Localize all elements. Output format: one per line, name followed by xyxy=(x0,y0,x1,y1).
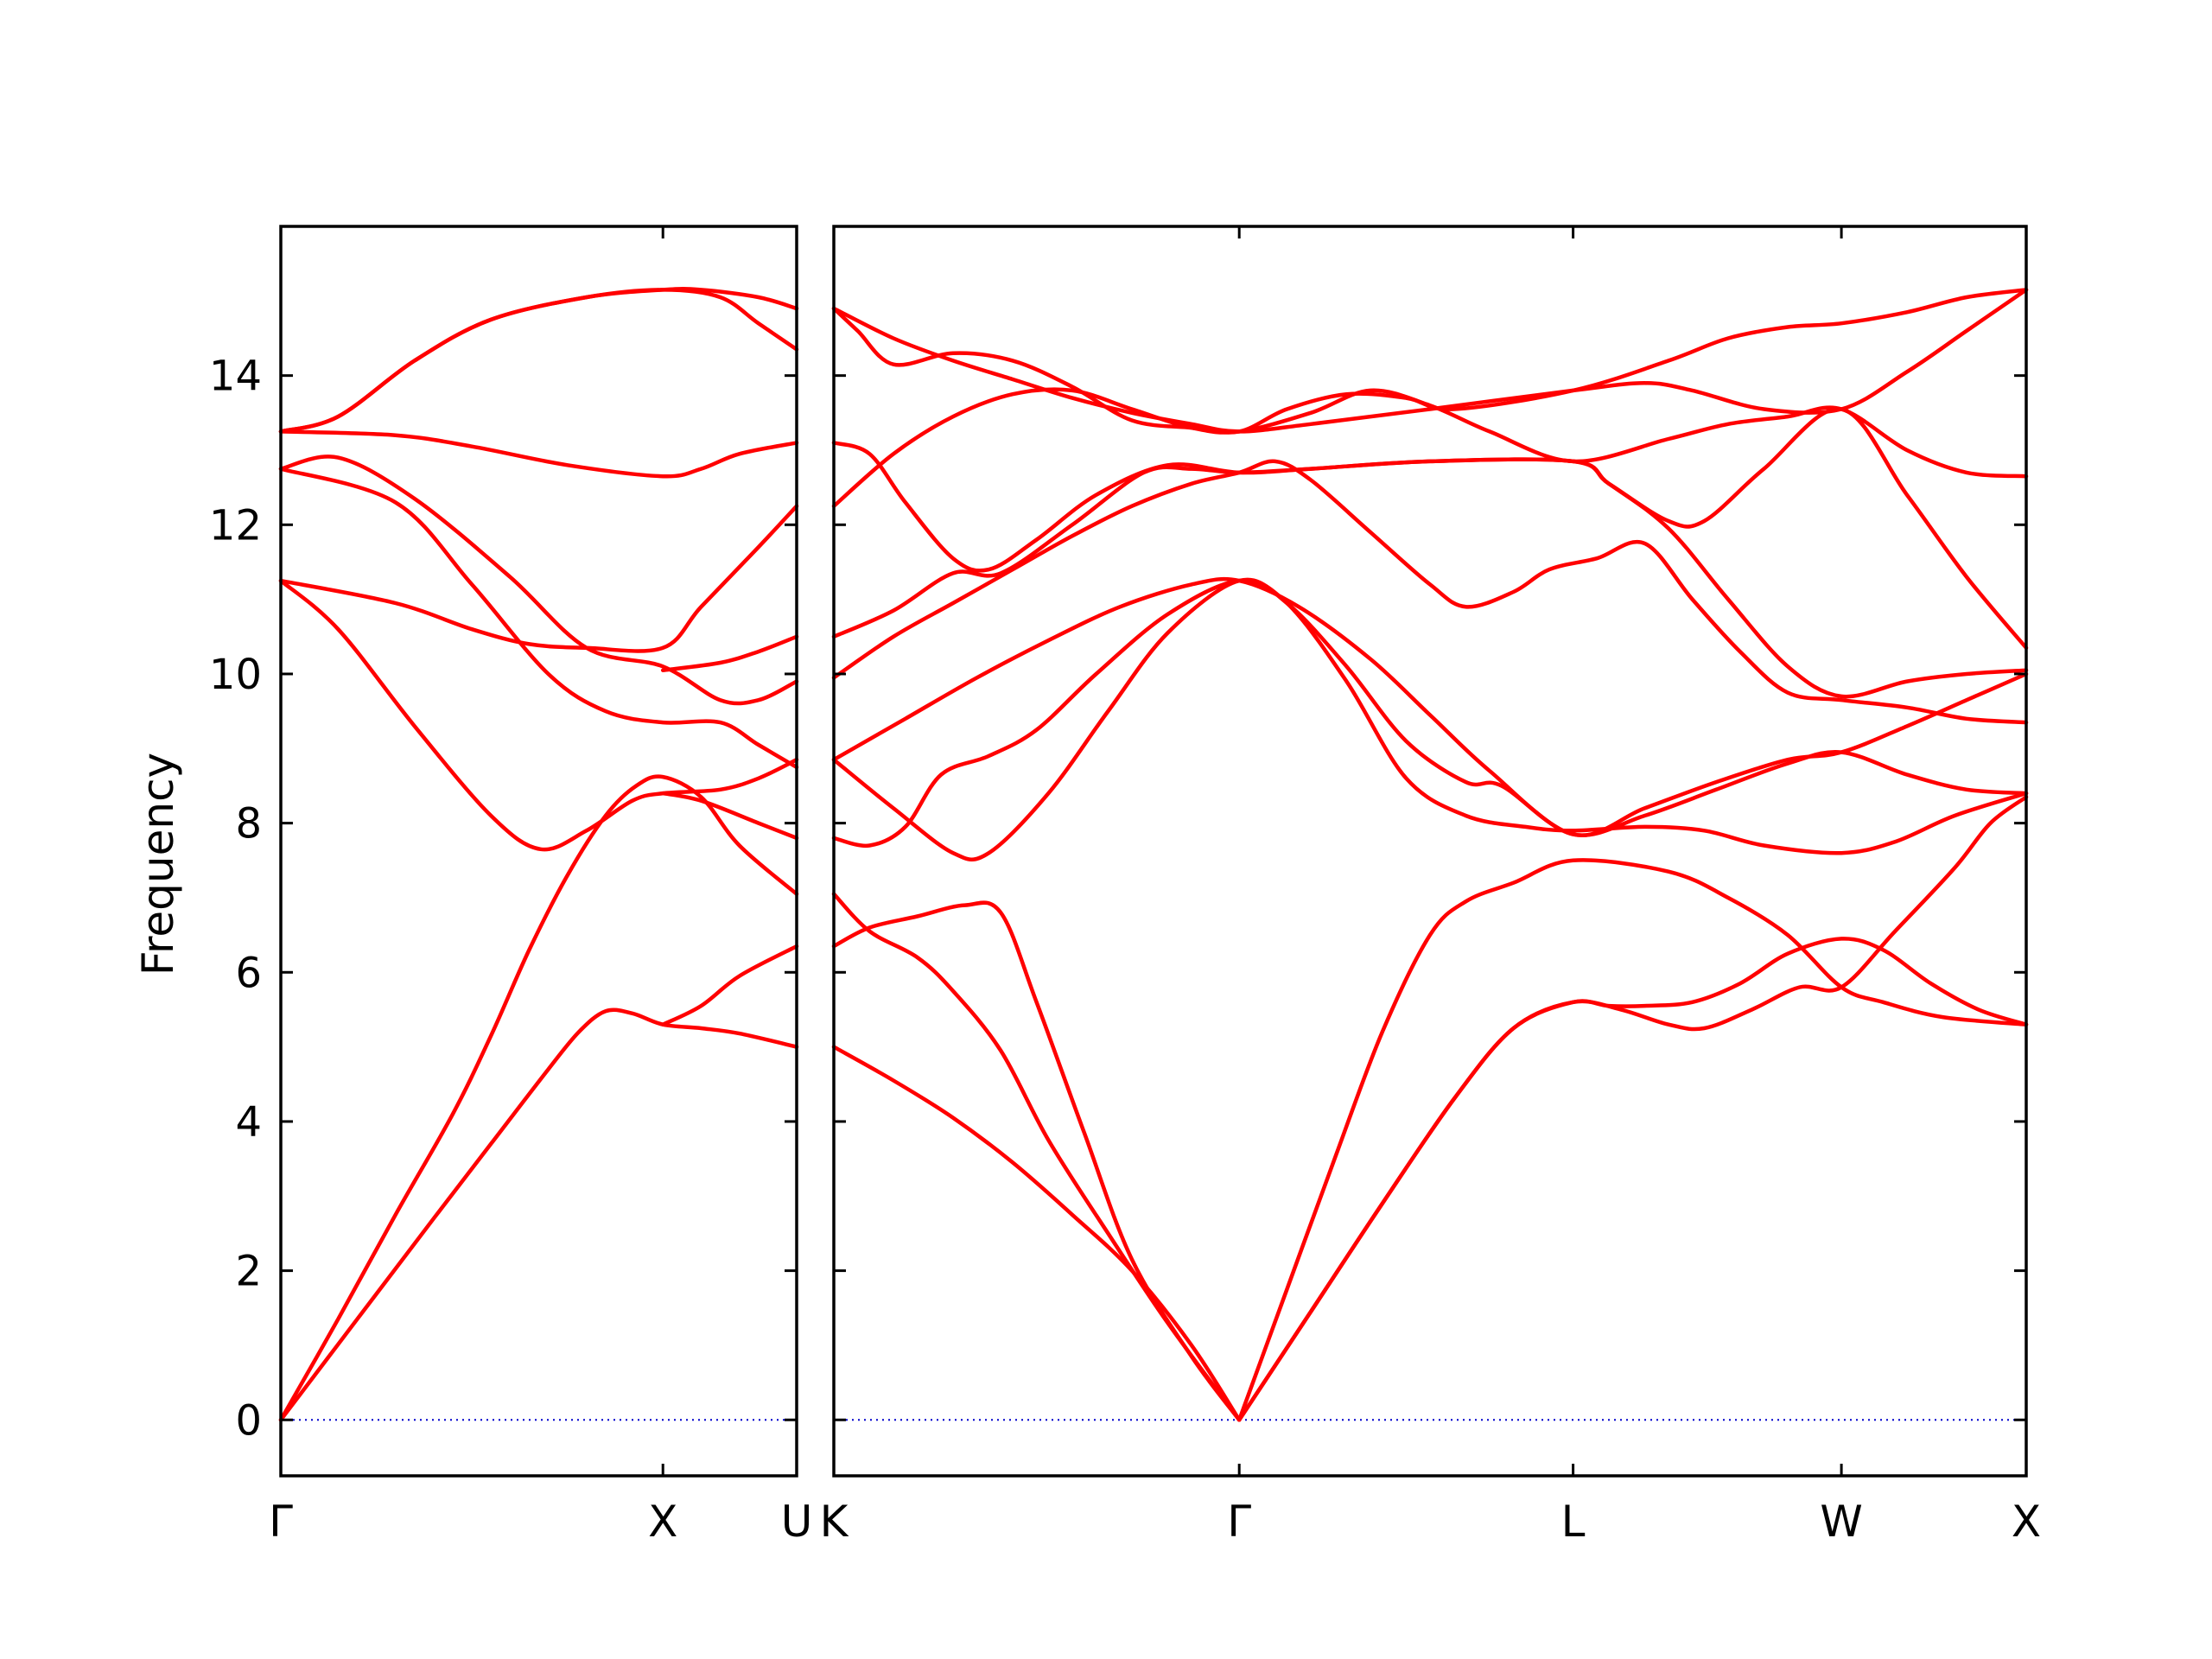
band-right-1 xyxy=(831,1045,1242,1422)
x-tick-label-W: W xyxy=(1820,1497,1862,1547)
band-right-8 xyxy=(831,577,2029,861)
band-left-7 xyxy=(278,429,799,479)
band-left-2 xyxy=(278,774,799,1422)
x-tick-label-L: L xyxy=(1561,1497,1586,1547)
y-tick-label: 14 xyxy=(209,353,262,401)
band-right-14 xyxy=(831,288,2029,434)
y-axis-label: Frequency xyxy=(133,753,183,976)
y-tick-label: 4 xyxy=(235,1098,262,1147)
band-right-7 xyxy=(831,578,2029,855)
band-right-9 xyxy=(831,576,2029,838)
band-right-15 xyxy=(831,288,2029,435)
x-tick-label-X: X xyxy=(648,1497,677,1547)
y-tick-label: 2 xyxy=(235,1248,262,1296)
band-left-12 xyxy=(660,634,799,672)
band-left-8 xyxy=(278,288,799,434)
y-tick-label: 0 xyxy=(235,1396,262,1445)
band-left-4 xyxy=(278,504,799,653)
band-right-10 xyxy=(831,459,2029,725)
band-left-3 xyxy=(278,578,799,852)
band-right-3 xyxy=(831,900,1242,1422)
band-left-1 xyxy=(278,1007,799,1422)
plot-layer: Γ X U K Γ L W X 0 2 4 6 8 10 12 14 xyxy=(209,225,2041,1547)
x-tick-label-K: K xyxy=(820,1497,849,1547)
x-tick-label-X: X xyxy=(2012,1497,2041,1547)
band-right-2 xyxy=(831,892,1242,1422)
x-tick-label-Γ: Γ xyxy=(1227,1497,1251,1547)
band-right-12 xyxy=(831,407,2029,651)
y-tick-label: 8 xyxy=(235,800,262,849)
y-tick-label: 12 xyxy=(209,501,262,550)
band-left-10 xyxy=(660,791,799,841)
band-left-5 xyxy=(278,454,799,706)
y-tick-label: 10 xyxy=(209,651,262,699)
band-left-11 xyxy=(660,944,799,1027)
band-left-9 xyxy=(278,287,799,434)
band-left-6 xyxy=(278,467,799,770)
plot-frame-left xyxy=(279,225,798,1478)
x-tick-label-Γ: Γ xyxy=(269,1497,293,1547)
x-tick-label-U: U xyxy=(781,1497,813,1547)
y-tick-label: 6 xyxy=(235,949,262,997)
band-right-11 xyxy=(831,457,2029,699)
band-right-6 xyxy=(1236,795,2029,1422)
band-right-4 xyxy=(1236,858,2029,1422)
plot-frame-right xyxy=(832,225,2028,1478)
